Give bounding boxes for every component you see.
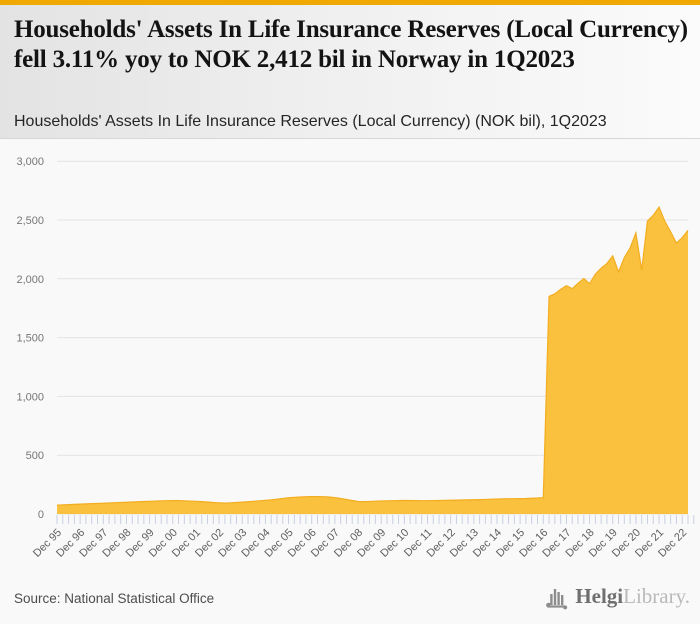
y-axis-tick-label: 0 — [38, 509, 44, 521]
helgi-library-logo[interactable]: Helgi Library. — [546, 582, 690, 611]
logo-text-library: Library. — [623, 584, 690, 608]
chart-subtitle: Households' Assets In Life Insurance Res… — [14, 113, 607, 130]
source-label: Source: National Statistical Office — [14, 591, 215, 606]
chart-header: Households' Assets In Life Insurance Res… — [0, 5, 700, 139]
area-series-line — [56, 205, 689, 506]
y-axis-tick-label: 2,000 — [16, 274, 44, 286]
y-axis-tick-label: 3,000 — [16, 156, 44, 168]
y-axis-tick-label: 500 — [26, 450, 44, 462]
accent-top-bar — [0, 0, 700, 5]
y-axis-tick-label: 1,000 — [16, 391, 44, 403]
y-axis-tick-label: 1,500 — [16, 333, 44, 345]
logo-text-helgi: Helgi — [575, 584, 624, 608]
y-axis-tick-label: 2,500 — [16, 215, 44, 227]
area-series[interactable] — [57, 207, 688, 514]
page-title: Households' Assets In Life Insurance Res… — [14, 16, 688, 73]
chart-footer: Source: National Statistical Office Helg… — [0, 574, 700, 624]
helgi-library-logo-icon — [546, 589, 568, 610]
